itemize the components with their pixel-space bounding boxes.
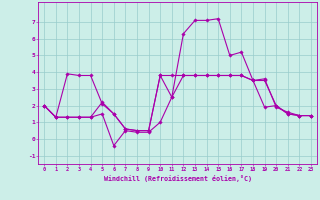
X-axis label: Windchill (Refroidissement éolien,°C): Windchill (Refroidissement éolien,°C) <box>104 175 252 182</box>
